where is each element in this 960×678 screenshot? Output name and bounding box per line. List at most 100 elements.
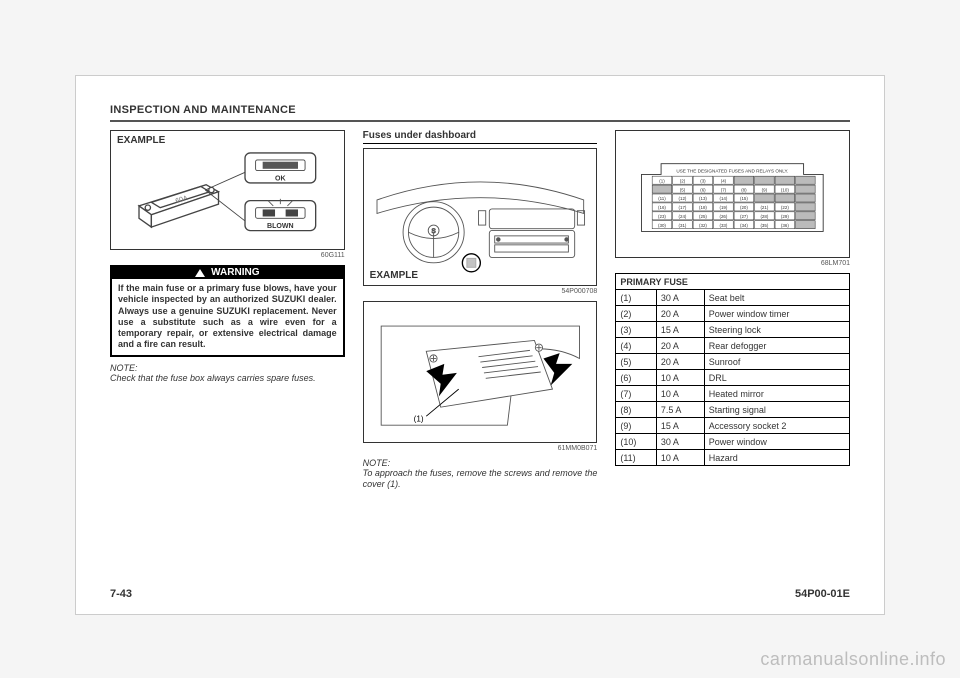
svg-text:(8): (8) — [742, 187, 748, 192]
column-left: EXAMPLE 60A — [110, 130, 345, 491]
table-cell: 20 A — [656, 306, 704, 322]
svg-text:(9): (9) — [762, 187, 768, 192]
figure-code: 68LM701 — [615, 260, 850, 267]
table-row: (8)7.5 AStarting signal — [616, 402, 850, 418]
table-cell: 10 A — [656, 370, 704, 386]
document-code: 54P00-01E — [795, 588, 850, 600]
table-cell: 20 A — [656, 338, 704, 354]
subheading: Fuses under dashboard — [363, 130, 598, 144]
svg-text:(10): (10) — [781, 187, 789, 192]
table-cell: (9) — [616, 418, 657, 434]
table-cell: Rear defogger — [704, 338, 849, 354]
ok-fuse-icon: OK — [245, 153, 316, 183]
warning-triangle-icon — [195, 269, 205, 277]
svg-text:BLOWN: BLOWN — [267, 223, 294, 230]
svg-text:(22): (22) — [781, 205, 789, 210]
warning-header: WARNING — [112, 267, 343, 279]
svg-text:(3): (3) — [701, 178, 707, 183]
svg-text:(12): (12) — [679, 196, 687, 201]
figure-label: EXAMPLE — [117, 135, 165, 146]
svg-text:(1): (1) — [660, 178, 666, 183]
table-title: PRIMARY FUSE — [616, 274, 850, 290]
svg-text:(5): (5) — [680, 187, 686, 192]
svg-text:(26): (26) — [720, 214, 728, 219]
blown-fuse-icon: BLOWN — [245, 199, 316, 231]
table-cell: (1) — [616, 290, 657, 306]
table-cell: (3) — [616, 322, 657, 338]
table-row: (9)15 AAccessory socket 2 — [616, 418, 850, 434]
svg-text:(24): (24) — [679, 214, 687, 219]
svg-text:(16): (16) — [658, 205, 666, 210]
svg-text:(31): (31) — [679, 223, 687, 228]
table-row: (1)30 ASeat belt — [616, 290, 850, 306]
three-column-layout: EXAMPLE 60A — [110, 130, 850, 491]
svg-text:S: S — [431, 228, 435, 235]
svg-text:(32): (32) — [699, 223, 707, 228]
primary-fuse-table: PRIMARY FUSE (1)30 ASeat belt(2)20 APowe… — [615, 273, 850, 466]
table-row: (2)20 APower window timer — [616, 306, 850, 322]
figure-fuse-ok-blown: EXAMPLE 60A — [110, 130, 345, 250]
column-middle: Fuses under dashboard S — [363, 130, 598, 491]
svg-text:(30): (30) — [658, 223, 666, 228]
fuse-diagram-svg: 60A OK — [117, 137, 338, 243]
table-cell: (10) — [616, 434, 657, 450]
table-cell: (7) — [616, 386, 657, 402]
warning-text: If the main fuse or a primary fuse blows… — [112, 279, 343, 355]
table-cell: (11) — [616, 450, 657, 466]
table-cell: 30 A — [656, 290, 704, 306]
table-cell: (6) — [616, 370, 657, 386]
table-cell: Heated mirror — [704, 386, 849, 402]
page-number: 7-43 — [110, 588, 132, 600]
section-title: INSPECTION AND MAINTENANCE — [110, 104, 850, 116]
table-cell: Accessory socket 2 — [704, 418, 849, 434]
table-cell: DRL — [704, 370, 849, 386]
svg-text:(15): (15) — [740, 196, 748, 201]
svg-text:(7): (7) — [721, 187, 727, 192]
figure-label: EXAMPLE — [370, 270, 418, 281]
svg-text:(11): (11) — [659, 196, 667, 201]
cover-removal-svg: (1) — [370, 308, 591, 436]
svg-text:(6): (6) — [701, 187, 707, 192]
svg-text:(19): (19) — [720, 205, 728, 210]
table-cell: Power window timer — [704, 306, 849, 322]
svg-text:(17): (17) — [679, 205, 687, 210]
table-row: (4)20 ARear defogger — [616, 338, 850, 354]
column-right: USE THE DESIGNATED FUSES AND RELAYS ONLY… — [615, 130, 850, 491]
figure-code: 60G111 — [110, 252, 345, 259]
fusebox-layout-svg: USE THE DESIGNATED FUSES AND RELAYS ONLY… — [622, 137, 843, 251]
svg-text:(33): (33) — [720, 223, 728, 228]
watermark: carmanualsonline.info — [760, 649, 946, 670]
table-cell: (5) — [616, 354, 657, 370]
dashboard-svg: S — [370, 155, 591, 279]
table-cell: 15 A — [656, 418, 704, 434]
figure-dashboard: S — [363, 148, 598, 286]
svg-text:(13): (13) — [699, 196, 707, 201]
table-cell: 10 A — [656, 450, 704, 466]
callout-label: (1) — [413, 415, 423, 424]
table-cell: (4) — [616, 338, 657, 354]
svg-text:(20): (20) — [740, 205, 748, 210]
warning-box: WARNING If the main fuse or a primary fu… — [110, 265, 345, 357]
table-cell: (8) — [616, 402, 657, 418]
svg-text:(2): (2) — [680, 178, 686, 183]
svg-text:OK: OK — [275, 175, 286, 182]
svg-text:(36): (36) — [781, 223, 789, 228]
table-cell: Seat belt — [704, 290, 849, 306]
svg-text:(25): (25) — [699, 214, 707, 219]
table-cell: Starting signal — [704, 402, 849, 418]
note-label: NOTE: — [110, 363, 345, 373]
svg-text:(29): (29) — [781, 214, 789, 219]
figure-fusebox-layout: USE THE DESIGNATED FUSES AND RELAYS ONLY… — [615, 130, 850, 258]
svg-text:(21): (21) — [761, 205, 769, 210]
svg-text:(14): (14) — [720, 196, 728, 201]
table-cell: (2) — [616, 306, 657, 322]
table-cell: Power window — [704, 434, 849, 450]
table-row: (10)30 APower window — [616, 434, 850, 450]
table-row: (5)20 ASunroof — [616, 354, 850, 370]
table-row: (11)10 AHazard — [616, 450, 850, 466]
note-text: To approach the fuses, remove the screws… — [363, 468, 598, 491]
note-label: NOTE: — [363, 458, 598, 468]
figure-code: 54P000708 — [363, 288, 598, 295]
svg-text:(28): (28) — [761, 214, 769, 219]
note-text: Check that the fuse box always carries s… — [110, 373, 345, 384]
